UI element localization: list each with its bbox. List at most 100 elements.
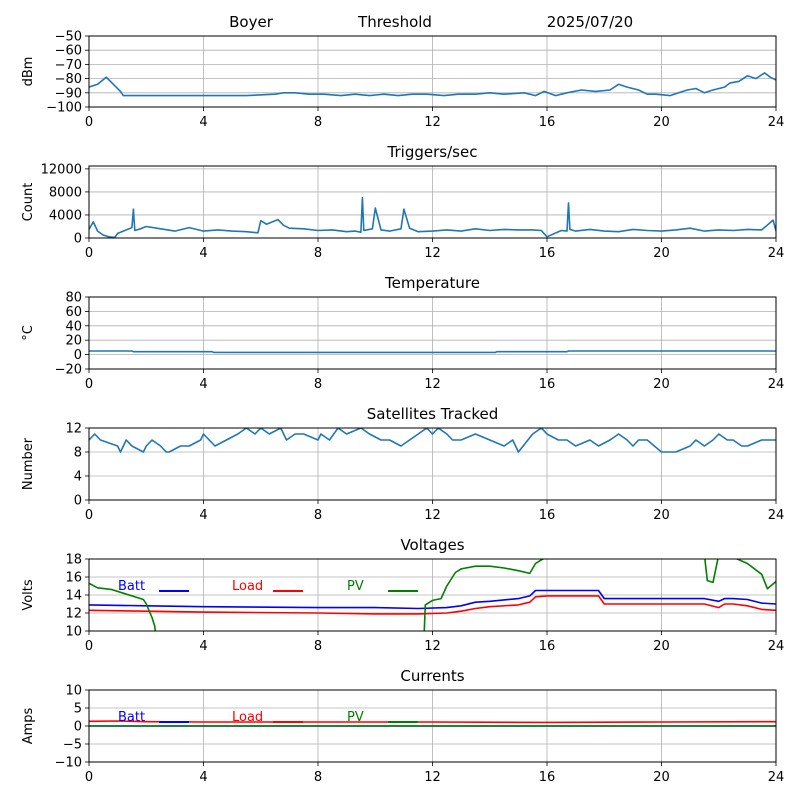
x-tick-label: 4 [199, 639, 207, 654]
y-axis-label: Number [21, 437, 36, 490]
y-tick-label: 18 [65, 553, 82, 568]
chart-title: Temperature [384, 274, 480, 292]
legend-label: Load [232, 579, 263, 594]
x-tick-label: 16 [539, 508, 556, 523]
y-tick-label: −20 [55, 363, 82, 378]
y-tick-label: −70 [55, 58, 82, 73]
x-tick-label: 12 [424, 508, 441, 523]
y-tick-label: 10 [65, 625, 82, 640]
y-tick-label: 0 [74, 494, 82, 509]
y-axis-label: °C [21, 325, 36, 341]
x-tick-label: 12 [424, 115, 441, 130]
series-line-load [89, 595, 776, 615]
mode-label: Threshold [357, 13, 432, 31]
chart-3: 0 4 8 12 16 20 24 0 4 8 12 Satellites Tracked Number [21, 405, 784, 523]
x-tick-label: 8 [314, 508, 322, 523]
legend-label: PV [347, 579, 364, 594]
y-tick-label: 14 [65, 589, 82, 604]
x-tick-label: 0 [85, 246, 93, 261]
chart-title: Satellites Tracked [367, 405, 498, 423]
x-tick-label: 0 [85, 377, 93, 392]
x-tick-label: 4 [199, 508, 207, 523]
chart-title: Voltages [400, 536, 464, 554]
legend-label: Batt [118, 710, 145, 725]
x-tick-label: 8 [314, 639, 322, 654]
x-tick-label: 8 [314, 246, 322, 261]
y-tick-label: −60 [55, 44, 82, 59]
plot-frame [88, 558, 777, 632]
y-tick-label: −50 [55, 30, 82, 45]
x-tick-label: 24 [768, 377, 785, 392]
y-tick-label: 10 [65, 684, 82, 699]
x-tick-label: 24 [768, 508, 785, 523]
plot-frame [88, 689, 777, 763]
y-tick-label: 80 [65, 291, 82, 306]
y-tick-label: 4 [74, 470, 82, 485]
y-tick-label: 20 [65, 334, 82, 349]
x-tick-label: 16 [539, 639, 556, 654]
y-tick-label: 8 [74, 446, 82, 461]
plot-frame [88, 165, 777, 239]
y-tick-label: −90 [55, 86, 82, 101]
series-line-0 [89, 72, 776, 97]
plot-frame [88, 35, 777, 108]
x-tick-label: 8 [314, 770, 322, 785]
date-label: 2025/07/20 [547, 13, 633, 31]
series-line-0 [89, 196, 776, 238]
y-tick-label: 12 [65, 422, 82, 437]
x-tick-label: 16 [539, 770, 556, 785]
x-tick-label: 12 [424, 246, 441, 261]
y-tick-label: 60 [65, 305, 82, 320]
x-tick-label: 0 [85, 770, 93, 785]
y-tick-label: −5 [63, 738, 82, 753]
y-tick-label: 0 [74, 232, 82, 247]
y-axis-label: Count [21, 183, 36, 222]
chart-1: 0 4 8 12 16 20 24 0 4000 8000 12000 Triggers/sec Cou… [21, 143, 784, 261]
y-axis-label: Amps [21, 707, 36, 744]
x-tick-label: 24 [768, 115, 785, 130]
x-tick-label: 20 [653, 639, 670, 654]
series-line-0 [89, 350, 776, 354]
chart-5: 0 4 8 12 16 20 24 −10 −5 0 5 10 Currents Amps Batt Load… [21, 667, 784, 785]
x-tick-label: 12 [424, 377, 441, 392]
x-tick-label: 4 [199, 115, 207, 130]
y-axis-label: Volts [21, 579, 36, 611]
x-tick-label: 4 [199, 246, 207, 261]
x-tick-label: 0 [85, 508, 93, 523]
x-tick-label: 24 [768, 770, 785, 785]
x-tick-label: 8 [314, 377, 322, 392]
chart-title: Triggers/sec [387, 143, 478, 161]
x-tick-label: 4 [199, 770, 207, 785]
legend-label: PV [347, 710, 364, 725]
legend-label: Load [232, 710, 263, 725]
x-tick-label: 16 [539, 115, 556, 130]
x-tick-label: 0 [85, 639, 93, 654]
y-tick-label: 12000 [41, 162, 82, 177]
x-tick-label: 8 [314, 115, 322, 130]
chart-title: Currents [400, 667, 464, 685]
x-tick-label: 16 [539, 377, 556, 392]
y-tick-label: 16 [65, 571, 82, 586]
station-name: Boyer [229, 13, 274, 31]
x-tick-label: 24 [768, 246, 785, 261]
plot-frame [88, 296, 777, 370]
series-line-batt [89, 589, 776, 610]
series-line-0 [89, 428, 776, 453]
y-axis-label: dBm [21, 57, 36, 87]
y-tick-label: 40 [65, 319, 82, 334]
y-tick-label: −10 [55, 756, 82, 771]
x-tick-label: 4 [199, 377, 207, 392]
y-tick-label: −80 [55, 72, 82, 87]
y-tick-label: 0 [74, 720, 82, 735]
chart-4: 0 4 8 12 16 20 24 10 12 14 16 18 Voltages Volts Batt Lo… [21, 536, 784, 654]
x-tick-label: 20 [653, 508, 670, 523]
x-tick-label: 20 [653, 770, 670, 785]
x-tick-label: 20 [653, 115, 670, 130]
chart-0: 0 4 8 12 16 20 24 −100−90−80−70−60−50 dBm [21, 30, 784, 131]
series-line-pv [89, 559, 776, 631]
y-tick-label: 0 [74, 348, 82, 363]
y-tick-label: 5 [74, 702, 82, 717]
y-tick-label: 12 [65, 607, 82, 622]
